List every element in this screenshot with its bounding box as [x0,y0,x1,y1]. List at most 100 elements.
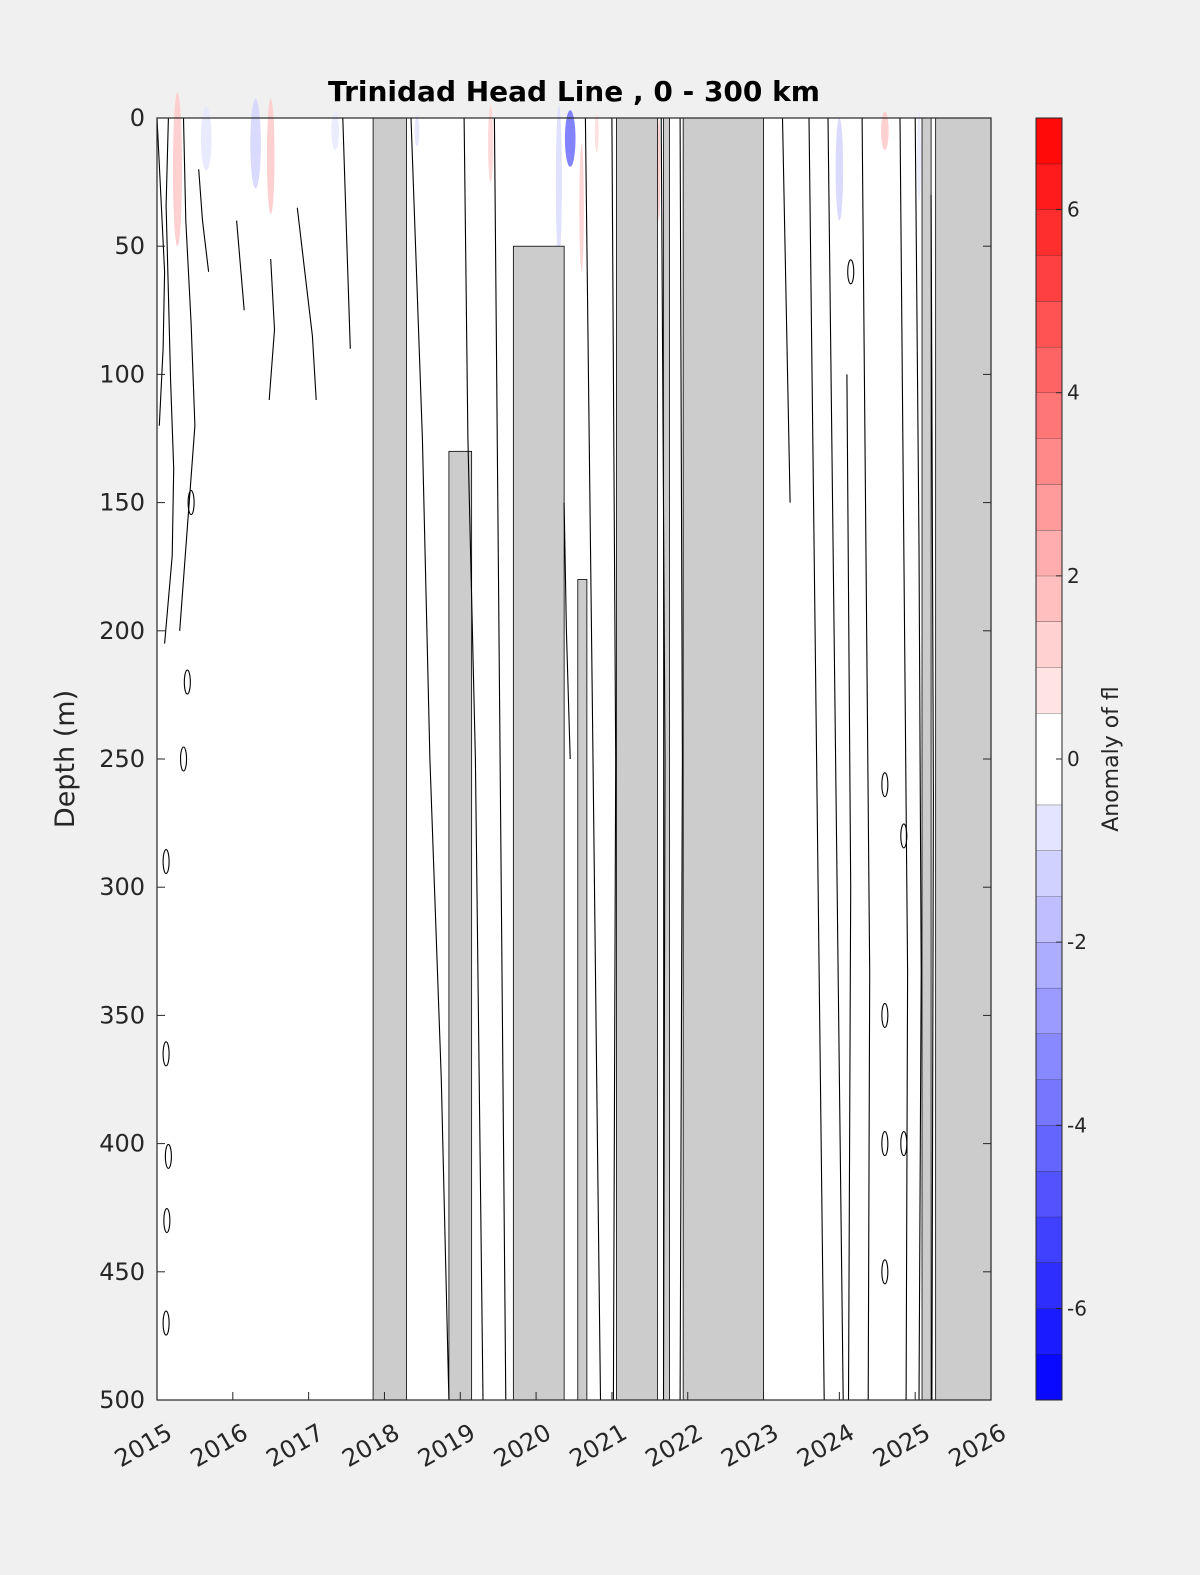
missing-data-region [512,245,565,1401]
colorbar-swatch [1036,1216,1062,1263]
y-axis-label: Depth (m) [50,690,81,828]
colorbar-swatch [1036,118,1062,164]
y-tick-label: 200 [99,617,145,645]
closed-contour [847,259,855,285]
chart-title: Trinidad Head Line , 0 - 300 km [328,75,820,108]
colorbar-swatch [1036,209,1062,256]
contour-line [808,117,825,1401]
contour-line [179,117,196,631]
plot-area [156,92,992,1401]
anomaly-patch [881,111,889,151]
colorbar-swatch [1036,301,1062,347]
y-tick-label: 250 [99,745,145,773]
colorbar-tick-label: 0 [1067,747,1080,771]
y-tick-label: 500 [99,1386,145,1414]
anomaly-patch [917,111,921,202]
anomaly-patch [579,143,584,272]
anomaly-patches [172,92,921,272]
colorbar-swatch [1036,530,1062,576]
anomaly-patch [172,92,183,247]
colorbar-swatch [1036,850,1062,897]
contour-line [198,169,210,272]
y-tick-label: 400 [99,1130,145,1158]
anomaly-patch [657,118,661,221]
missing-data-region [577,579,588,1401]
y-tick-label: 100 [99,360,145,388]
closed-contour [164,1143,172,1169]
contour-line [584,117,602,1401]
contour-line [296,207,317,401]
contour-line [493,117,507,1401]
anomaly-patch [331,111,339,151]
contour-line [563,502,571,760]
y-tick-label: 450 [99,1258,145,1286]
y-tick-label: 150 [99,489,145,517]
contour-line [342,117,351,349]
colorbar-swatch [1036,1079,1062,1126]
colorbar-swatch [1036,1125,1062,1172]
anomaly-patch [564,110,576,167]
closed-contour [162,1310,170,1336]
colorbar-swatch [1036,1354,1062,1400]
colorbar-swatch [1036,438,1062,485]
contour-line [463,117,484,1401]
colorbar-tick-label: 6 [1067,198,1080,222]
closed-contour [183,669,191,695]
colorbar-swatch [1036,804,1062,851]
y-tick-label: 300 [99,873,145,901]
colorbar-tick-label: -4 [1067,1113,1087,1137]
missing-data-region [372,117,407,1401]
anomaly-patch [555,105,562,260]
colorbar-swatch [1036,987,1062,1034]
contour-line [846,374,852,1401]
contour-line [679,117,683,1401]
colorbar-swatch [1036,163,1062,210]
contour-line [660,117,666,1401]
anomaly-patch [487,105,494,183]
colorbar-swatch [1036,1171,1062,1217]
colorbar-swatch [1036,484,1062,531]
colorbar-swatch [1036,1308,1062,1355]
contour-line [827,117,844,1401]
colorbar-tick-label: 4 [1067,381,1080,405]
colorbar-tick-label: -2 [1067,930,1087,954]
closed-contour [163,1207,171,1234]
contour-line [611,117,617,1401]
y-tick-label: 0 [130,104,145,132]
anomaly-patch [594,114,599,153]
colorbar: -6 -4 -2 0 2 4 6 [1035,117,1087,1401]
contour-line [861,117,871,1401]
contour-line [236,220,245,311]
colorbar-swatch [1036,1262,1062,1309]
closed-contour [900,823,908,849]
colorbar-swatch [1036,621,1062,668]
contour-line [781,117,791,503]
colorbar-swatch [1036,346,1062,393]
colorbar-swatch [1036,255,1062,302]
colorbar-label: Anomaly of fl [1099,686,1124,832]
contour-line [899,117,909,1401]
anomaly-patch [414,115,420,147]
closed-contour [900,1131,908,1157]
y-axis-ticks: 0 50 100 150 200 250 300 350 400 450 500 [99,104,991,1414]
contour-line [410,117,450,1401]
anomaly-patch [835,118,844,221]
colorbar-swatch [1036,1033,1062,1080]
missing-data-region [682,117,764,1401]
missing-data-region [921,117,932,1401]
closed-contour [162,849,170,875]
colorbar-swatch [1036,942,1062,988]
closed-contour [187,490,195,516]
anomaly-patch [266,98,275,215]
closed-contour [881,772,889,798]
contour-line [164,117,175,644]
contour-line [930,194,934,1401]
closed-contour [881,1259,889,1285]
missing-data-region [616,117,658,1401]
contour-line [914,117,922,1401]
colorbar-swatch [1036,667,1062,714]
closed-contour [162,1041,170,1067]
missing-data-region [935,117,992,1401]
anomaly-patch [200,106,212,171]
